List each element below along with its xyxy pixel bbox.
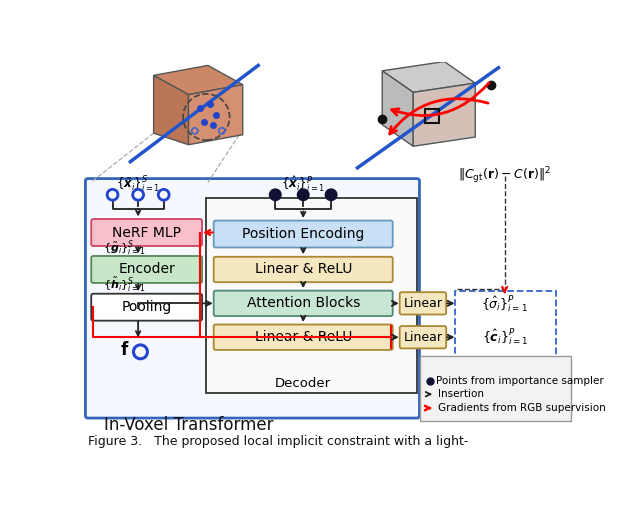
FancyBboxPatch shape [92, 294, 202, 321]
FancyBboxPatch shape [92, 219, 202, 246]
Text: Position Encoding: Position Encoding [242, 227, 364, 241]
Text: Decoder: Decoder [275, 377, 332, 390]
Text: Figure 3.   The proposed local implicit constraint with a light-: Figure 3. The proposed local implicit co… [88, 436, 468, 448]
Circle shape [298, 189, 308, 200]
FancyBboxPatch shape [400, 326, 446, 348]
Text: $\{\tilde{\boldsymbol{h}}_i\}_{i=1}^S$: $\{\tilde{\boldsymbol{h}}_i\}_{i=1}^S$ [103, 275, 146, 294]
FancyArrowPatch shape [392, 334, 397, 340]
FancyArrowPatch shape [392, 83, 489, 115]
Polygon shape [189, 85, 243, 145]
Text: Points from importance sampler: Points from importance sampler [436, 376, 604, 386]
FancyArrowPatch shape [205, 230, 213, 235]
FancyBboxPatch shape [206, 198, 417, 392]
Text: Linear & ReLU: Linear & ReLU [255, 263, 352, 277]
FancyBboxPatch shape [214, 221, 393, 247]
FancyArrowPatch shape [447, 301, 452, 306]
Text: $\{\tilde{\boldsymbol{x}}_i\}_{i=1}^S$: $\{\tilde{\boldsymbol{x}}_i\}_{i=1}^S$ [116, 174, 160, 195]
Text: Encoder: Encoder [118, 263, 175, 277]
FancyArrowPatch shape [136, 210, 140, 214]
FancyArrowPatch shape [136, 284, 140, 289]
FancyArrowPatch shape [301, 211, 305, 216]
FancyArrowPatch shape [447, 334, 452, 340]
Polygon shape [382, 62, 476, 92]
FancyArrowPatch shape [392, 301, 397, 306]
FancyBboxPatch shape [400, 292, 446, 314]
FancyArrowPatch shape [301, 282, 305, 286]
Text: Linear: Linear [403, 331, 442, 344]
FancyArrowPatch shape [301, 248, 305, 252]
Text: $\{\hat{\boldsymbol{c}}_i\}_{i=1}^P$: $\{\hat{\boldsymbol{c}}_i\}_{i=1}^P$ [481, 327, 528, 347]
Text: In-Voxel Transformer: In-Voxel Transformer [104, 416, 273, 434]
Polygon shape [154, 75, 189, 145]
Polygon shape [382, 71, 413, 146]
Circle shape [270, 189, 281, 200]
FancyArrowPatch shape [425, 406, 430, 410]
FancyArrowPatch shape [301, 315, 305, 320]
FancyBboxPatch shape [85, 179, 419, 418]
Bar [425, 109, 439, 123]
FancyBboxPatch shape [214, 325, 393, 350]
FancyBboxPatch shape [214, 291, 393, 316]
Text: Gradients from RGB supervision: Gradients from RGB supervision [438, 403, 606, 413]
FancyBboxPatch shape [92, 256, 202, 283]
Text: $\{\hat{\sigma}_i\}_{i=1}^P$: $\{\hat{\sigma}_i\}_{i=1}^P$ [481, 294, 528, 314]
FancyArrowPatch shape [203, 301, 211, 306]
FancyArrowPatch shape [426, 392, 430, 397]
Text: $\|C_{\mathrm{gt}}(\mathbf{r}) - C(\mathbf{r})\|^2$: $\|C_{\mathrm{gt}}(\mathbf{r}) - C(\math… [458, 165, 551, 186]
Text: Linear: Linear [403, 297, 442, 310]
Polygon shape [154, 66, 243, 95]
Text: Insertion: Insertion [438, 389, 484, 399]
Text: $\{\tilde{\boldsymbol{g}}_i\}_{i=1}^S$: $\{\tilde{\boldsymbol{g}}_i\}_{i=1}^S$ [103, 238, 146, 258]
Bar [420, 356, 571, 421]
Circle shape [326, 189, 337, 200]
FancyArrowPatch shape [136, 247, 140, 251]
Polygon shape [415, 85, 474, 145]
Text: $\mathbf{f}$: $\mathbf{f}$ [120, 341, 130, 359]
FancyArrowPatch shape [390, 98, 488, 134]
FancyArrowPatch shape [502, 287, 507, 292]
FancyBboxPatch shape [214, 256, 393, 282]
FancyArrowPatch shape [136, 322, 140, 336]
Text: Attention Blocks: Attention Blocks [246, 297, 360, 310]
Text: NeRF MLP: NeRF MLP [112, 226, 181, 240]
Polygon shape [413, 83, 476, 146]
Text: Linear & ReLU: Linear & ReLU [255, 330, 352, 344]
Text: Pooling: Pooling [122, 300, 172, 314]
Text: $\{\hat{\boldsymbol{x}}_i\}_{i=1}^P$: $\{\hat{\boldsymbol{x}}_i\}_{i=1}^P$ [281, 175, 325, 194]
